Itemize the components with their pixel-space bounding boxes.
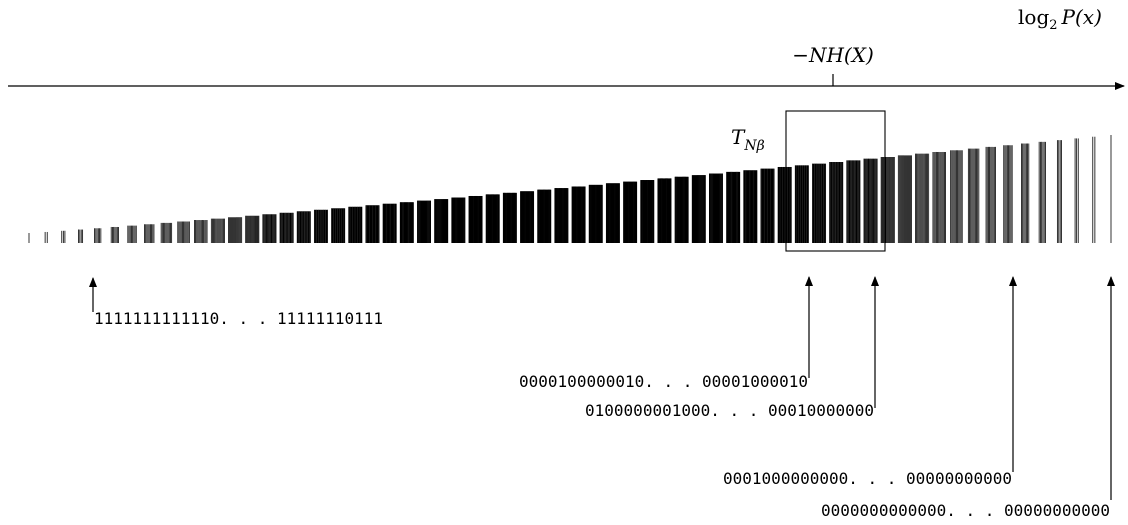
string-probability-bars <box>28 135 1112 243</box>
example-string-2: 0000100000010. . . 00001000010 <box>519 372 808 391</box>
example-string-1: 1111111111110. . . 11111110111 <box>94 309 383 328</box>
typical-set-label-main: T <box>731 125 746 149</box>
axis-label-main: P(x) <box>1061 5 1102 29</box>
axis-label-log: log <box>1018 5 1049 29</box>
example-string-5: 0000000000000. . . 00000000000 <box>821 501 1110 520</box>
entropy-label: −NH(X) <box>792 43 874 67</box>
typical-set-label: TNβ <box>731 125 765 154</box>
example-string-4: 0001000000000. . . 00000000000 <box>723 469 1012 488</box>
typical-set-label-subscript: Nβ <box>743 138 764 154</box>
axis-label: log2 P(x) <box>1018 5 1102 33</box>
axis-label-subscript: 2 <box>1049 18 1057 33</box>
example-string-3: 0100000001000. . . 00010000000 <box>585 401 874 420</box>
